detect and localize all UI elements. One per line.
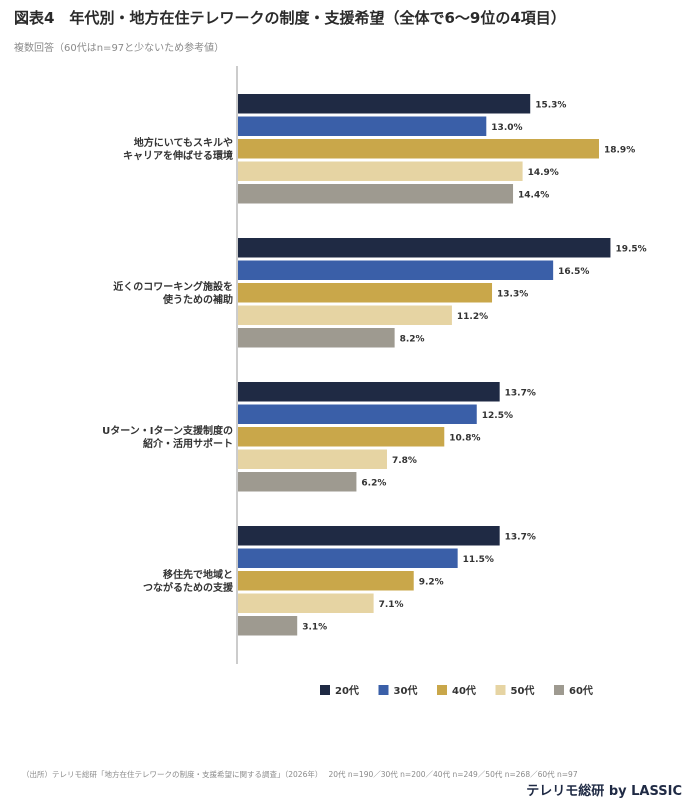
bar-20代 bbox=[238, 238, 611, 258]
bar-20代 bbox=[238, 94, 531, 114]
value-label: 7.8% bbox=[392, 456, 417, 466]
source-note: （出所）テレリモ総研「地方在住テレワークの制度・支援希望に関する調査」（2026… bbox=[22, 770, 578, 779]
value-label: 18.9% bbox=[604, 145, 635, 155]
bar-chart: 地方にいてもスキルやキャリアを伸ばせる環境 15.3% 13.0% 18.9% 14.9… bbox=[102, 66, 647, 697]
chart-title: 図表4 年代別・地方在住テレワークの制度・支援希望（全体で6〜9位の4項目） bbox=[14, 9, 566, 27]
value-label: 16.5% bbox=[558, 267, 589, 277]
bar-50代 bbox=[238, 305, 452, 325]
legend-swatch-50代 bbox=[495, 685, 506, 695]
value-label: 6.2% bbox=[361, 478, 386, 488]
legend-swatch-40代 bbox=[437, 685, 447, 695]
value-label: 14.9% bbox=[528, 168, 559, 178]
value-label: 10.8% bbox=[449, 433, 480, 443]
value-label: 11.5% bbox=[463, 555, 494, 565]
bar-30代 bbox=[238, 260, 554, 280]
legend-swatch-60代 bbox=[554, 685, 564, 695]
legend-label: 40代 bbox=[452, 684, 476, 697]
bar-40代 bbox=[238, 571, 414, 591]
legend-swatch-20代 bbox=[320, 685, 330, 695]
value-label: 7.1% bbox=[379, 600, 404, 610]
value-label: 11.2% bbox=[457, 312, 488, 322]
bar-30代 bbox=[238, 116, 487, 136]
category-label: 近くのコワーキング施設を使うための補助 bbox=[113, 280, 233, 306]
bar-30代 bbox=[238, 404, 477, 424]
bar-40代 bbox=[238, 139, 599, 159]
legend-swatch-30代 bbox=[378, 685, 389, 695]
bar-20代 bbox=[238, 382, 500, 402]
value-label: 13.3% bbox=[497, 289, 528, 299]
legend-label: 20代 bbox=[335, 684, 359, 697]
legend-label: 50代 bbox=[511, 684, 535, 697]
bar-20代 bbox=[238, 526, 500, 546]
value-label: 19.5% bbox=[615, 244, 646, 254]
category-label: 移住先で地域とつながるための支援 bbox=[143, 568, 234, 594]
bar-30代 bbox=[238, 548, 458, 568]
bar-50代 bbox=[238, 593, 374, 613]
bar-50代 bbox=[238, 161, 523, 181]
bar-60代 bbox=[238, 184, 514, 204]
value-label: 13.7% bbox=[505, 532, 536, 542]
legend-label: 60代 bbox=[569, 684, 593, 697]
value-label: 13.7% bbox=[505, 388, 536, 398]
bar-60代 bbox=[238, 328, 395, 348]
value-label: 3.1% bbox=[302, 622, 327, 632]
category-label: 地方にいてもスキルやキャリアを伸ばせる環境 bbox=[123, 136, 233, 162]
value-label: 8.2% bbox=[400, 334, 425, 344]
value-label: 14.4% bbox=[518, 190, 549, 200]
bar-50代 bbox=[238, 449, 387, 469]
value-label: 12.5% bbox=[482, 411, 513, 421]
category-label: Uターン・Iターン支援制度の紹介・活用サポート bbox=[102, 424, 233, 450]
bar-60代 bbox=[238, 472, 357, 492]
value-label: 13.0% bbox=[491, 123, 522, 133]
value-label: 15.3% bbox=[535, 100, 566, 110]
chart-subtitle: 複数回答（60代はn=97と少ないため参考値） bbox=[14, 43, 225, 54]
bar-60代 bbox=[238, 616, 298, 636]
bar-40代 bbox=[238, 283, 493, 303]
brand-logo-text: テレリモ総研 by LASSIC bbox=[526, 784, 682, 799]
value-label: 9.2% bbox=[419, 577, 444, 587]
legend-label: 30代 bbox=[394, 684, 418, 697]
bar-40代 bbox=[238, 427, 445, 447]
